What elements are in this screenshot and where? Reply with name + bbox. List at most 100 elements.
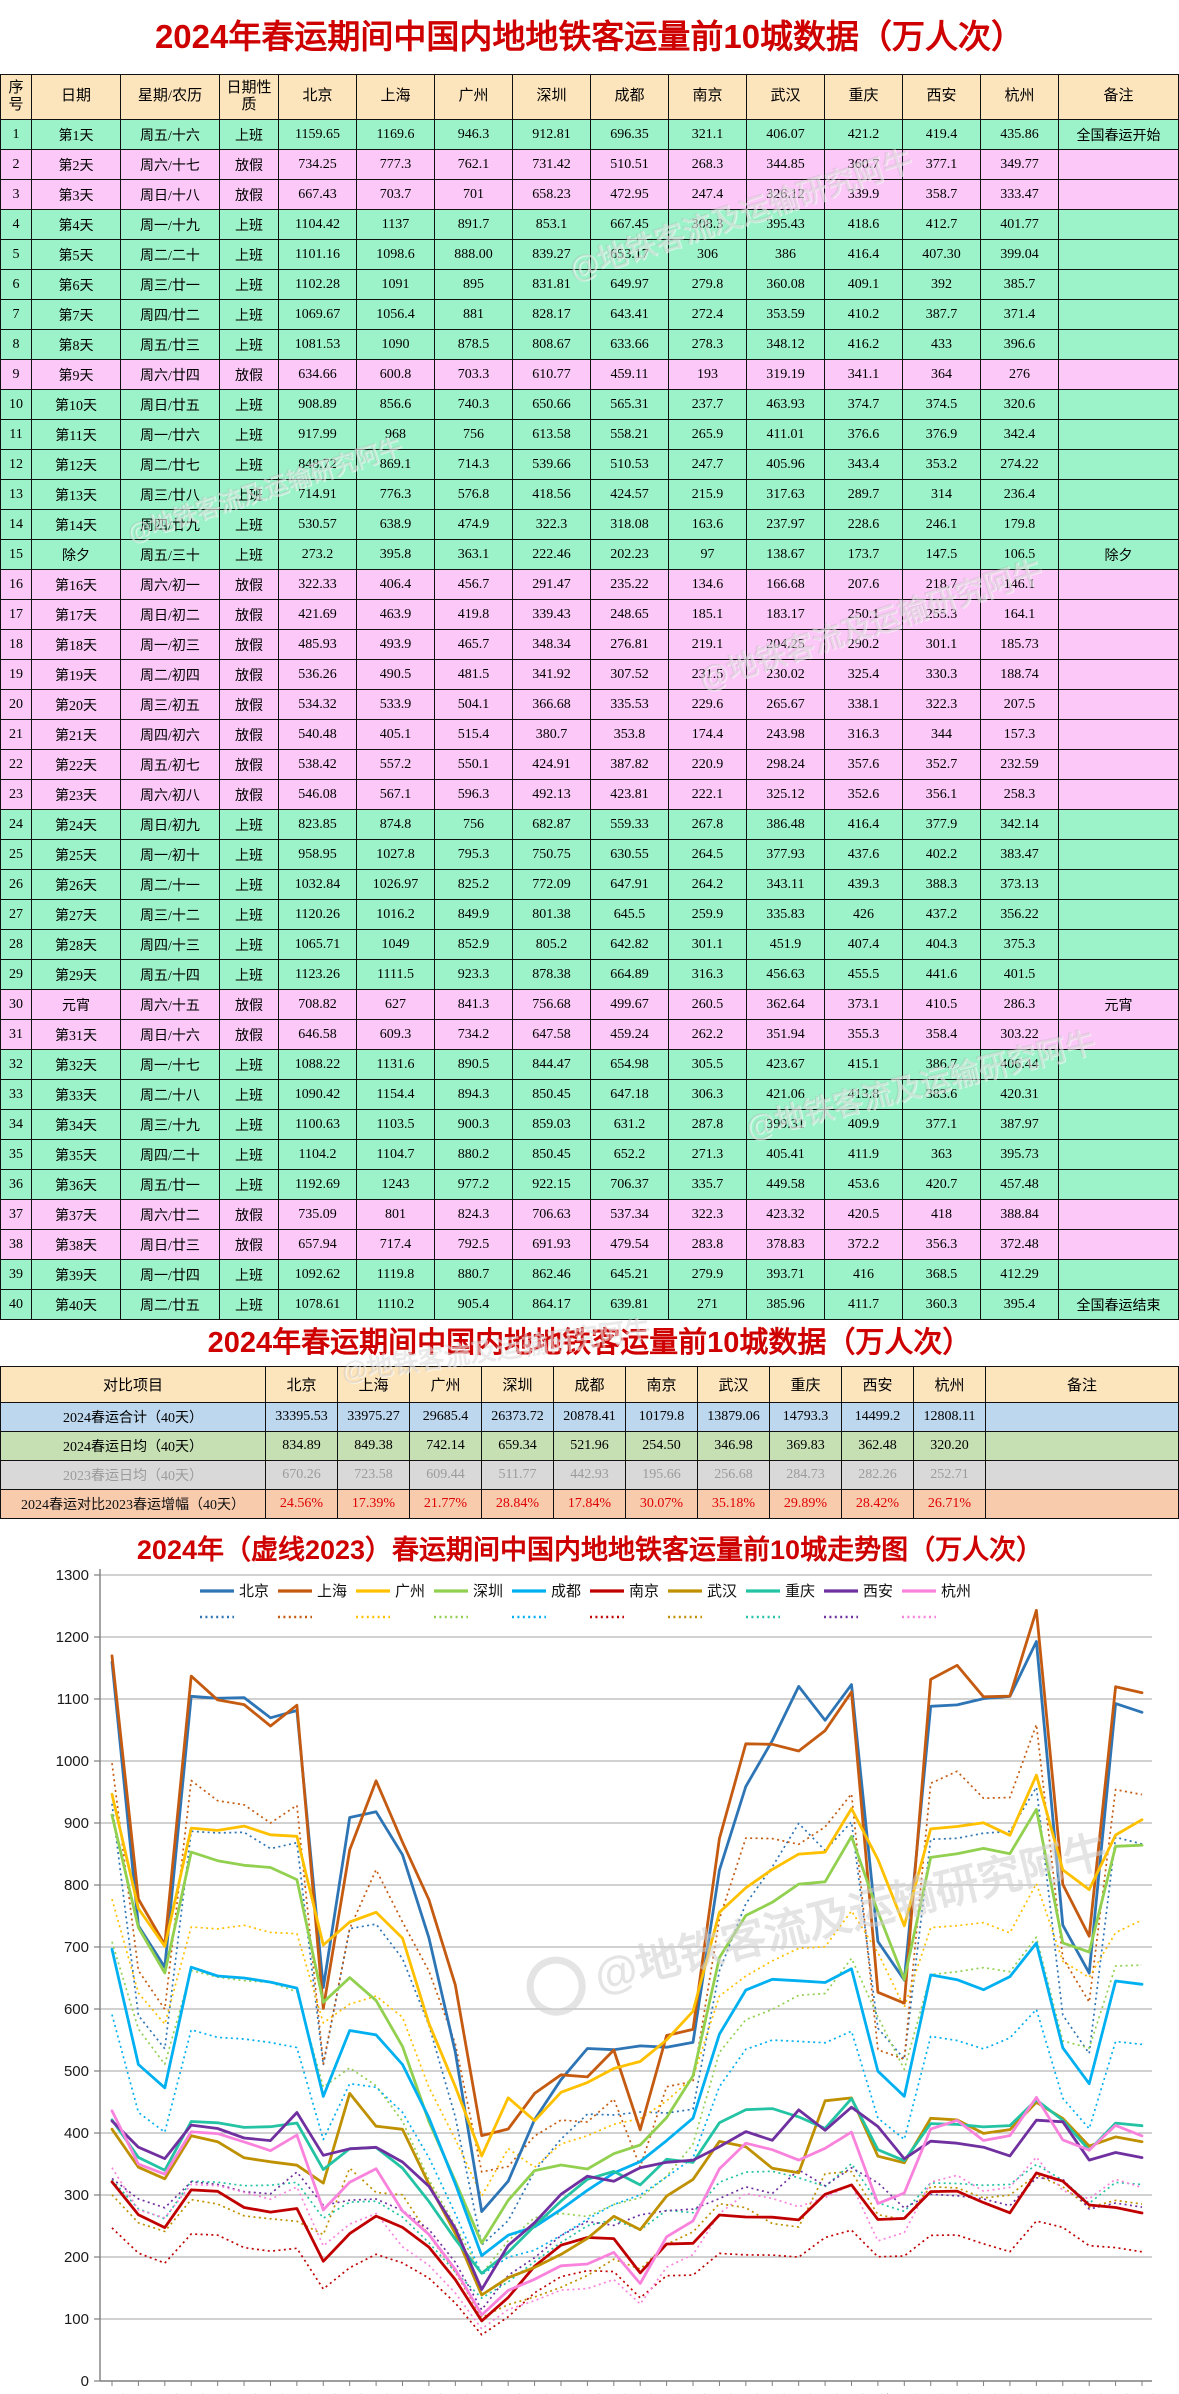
- cell: 449.58: [746, 1169, 825, 1200]
- cell: 377.9: [902, 809, 981, 840]
- cell: 385.7: [980, 269, 1059, 300]
- cell: 463.93: [746, 389, 825, 420]
- cell: 第26天: [31, 869, 121, 900]
- column-header: 对比项目: [0, 1366, 266, 1403]
- cell: 630.55: [590, 839, 669, 870]
- cell: 703.7: [356, 179, 435, 210]
- cell: [1058, 149, 1179, 180]
- cell: 37: [0, 1199, 32, 1230]
- cell: 912.81: [512, 119, 591, 150]
- summary-table-header-row: 对比项目 北京 上海 广州 深圳 成都 南京 武汉 重庆 西安 杭州 备注: [0, 1366, 1179, 1403]
- cell: 849.9: [434, 899, 513, 930]
- cell: 492.13: [512, 779, 591, 810]
- cell: [1058, 779, 1179, 810]
- cell: 808.67: [512, 329, 591, 360]
- cell: 放假: [219, 719, 279, 750]
- cell: 411.7: [824, 1289, 903, 1320]
- cell: 周一/廿四: [120, 1259, 220, 1290]
- cell: 511.77: [481, 1460, 554, 1490]
- cell: 856.6: [356, 389, 435, 420]
- cell: 421.69: [278, 599, 357, 630]
- cell: 395.43: [746, 209, 825, 240]
- cell: 387.97: [980, 1109, 1059, 1140]
- column-header: 成都: [553, 1366, 626, 1403]
- cell: [985, 1460, 1179, 1490]
- cell: 220.9: [668, 749, 747, 780]
- cell: 343.4: [824, 449, 903, 480]
- cell: 放假: [219, 569, 279, 600]
- cell: 451.9: [746, 929, 825, 960]
- cell: 138.67: [746, 539, 825, 570]
- cell: 188.74: [980, 659, 1059, 690]
- series-2023-成都: [111, 2008, 1143, 2276]
- cell: 1056.4: [356, 299, 435, 330]
- table-row: 24 第24天 周日/初九 上班 823.85 874.8 756 682.87 559.33 2…: [0, 809, 1179, 840]
- cell: 252.71: [913, 1460, 986, 1490]
- cell: 周三/十二: [120, 899, 220, 930]
- cell: 714.3: [434, 449, 513, 480]
- cell: 1090.42: [278, 1079, 357, 1110]
- cell: 664.89: [590, 959, 669, 990]
- cell: 823.85: [278, 809, 357, 840]
- cell: 第13天: [31, 479, 121, 510]
- cell: 第6天: [31, 269, 121, 300]
- y-tick-label: 1200: [56, 1629, 89, 1646]
- table-row: 26 第26天 周二/十一 上班 1032.84 1026.97 825.2 772.09 64…: [0, 869, 1179, 900]
- cell: 10179.8: [625, 1402, 698, 1432]
- cell: 40: [0, 1289, 32, 1320]
- cell: 27: [0, 899, 32, 930]
- cell: 360.3: [902, 1289, 981, 1320]
- cell: 元宵: [31, 989, 121, 1020]
- cell: 421.2: [824, 119, 903, 150]
- cell: 周四/廿二: [120, 299, 220, 330]
- cell: 周四/初六: [120, 719, 220, 750]
- column-header: 星期/农历: [120, 74, 220, 120]
- cell: 247.7: [668, 449, 747, 480]
- cell: 254.50: [625, 1431, 698, 1461]
- cell: 29: [0, 959, 32, 990]
- cell: 278.3: [668, 329, 747, 360]
- cell: 888.00: [434, 239, 513, 270]
- page-title-top: 2024年春运期间中国内地地铁客运量前10城数据（万人次）: [154, 18, 1025, 55]
- cell: 173.7: [824, 539, 903, 570]
- cell: 411.9: [824, 1139, 903, 1170]
- cell: 12808.11: [913, 1402, 986, 1432]
- cell: 923.3: [434, 959, 513, 990]
- cell: 周二/廿七: [120, 449, 220, 480]
- cell: 30: [0, 989, 32, 1020]
- cell: 上班: [219, 299, 279, 330]
- cell: 346.98: [697, 1431, 770, 1461]
- cell: 219.1: [668, 629, 747, 660]
- cell: 362.64: [746, 989, 825, 1020]
- cell: 627: [356, 989, 435, 1020]
- cell: 342.14: [980, 809, 1059, 840]
- cell: 306.3: [668, 1079, 747, 1110]
- cell: 510.51: [590, 149, 669, 180]
- cell: 392: [902, 269, 981, 300]
- cell: [1058, 599, 1179, 630]
- cell: 895: [434, 269, 513, 300]
- cell: [1058, 1169, 1179, 1200]
- column-header: 南京: [625, 1366, 698, 1403]
- cell: 周二/十一: [120, 869, 220, 900]
- table-row: 11 第11天 周一/廿六 上班 917.99 968 756 613.58 558.21 265…: [0, 419, 1179, 450]
- series-2024-西安: [110, 2105, 1144, 2291]
- cell: 410.2: [824, 299, 903, 330]
- cell: 23: [0, 779, 32, 810]
- cell: 279.9: [668, 1259, 747, 1290]
- cell: 402.2: [902, 839, 981, 870]
- table-row: 29 第29天 周五/十四 上班 1123.26 1111.5 923.3 878.38 664…: [0, 959, 1179, 990]
- cell: 26: [0, 869, 32, 900]
- cell: [1058, 1019, 1179, 1050]
- cell: 659.34: [481, 1431, 554, 1461]
- y-tick-label: 400: [64, 2125, 89, 2142]
- cell: 515.4: [434, 719, 513, 750]
- legend-label: 南京: [629, 1583, 659, 1600]
- cell: 周日/十八: [120, 179, 220, 210]
- cell: 456.7: [434, 569, 513, 600]
- cell: 853.1: [512, 209, 591, 240]
- cell: 537.34: [590, 1199, 669, 1230]
- cell: 上班: [219, 1259, 279, 1290]
- cell: 周三/廿一: [120, 269, 220, 300]
- series-2023-杭州: [111, 2156, 1143, 2330]
